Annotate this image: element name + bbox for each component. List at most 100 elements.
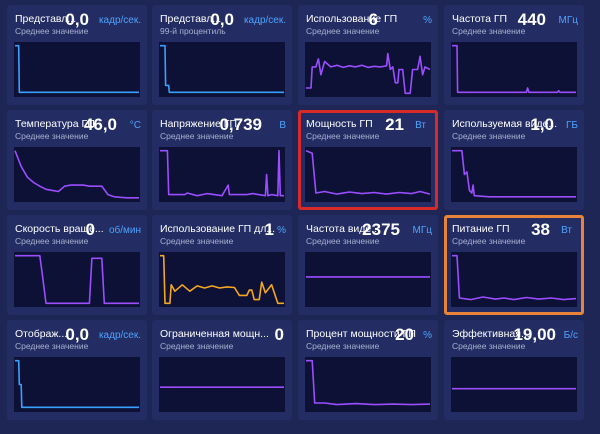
- tile-power-pct[interactable]: Процент мощности ГП Среднее значение 20%: [298, 320, 438, 420]
- tile-chart: [159, 147, 285, 202]
- sparkline-fps-99: [160, 44, 284, 94]
- sparkline-gpu-usage: [306, 52, 431, 95]
- tile-value: 0: [85, 220, 95, 239]
- tile-chart: [451, 147, 577, 202]
- tile-gpu-freq[interactable]: Частота ГП Среднее значение 440 МГц: [444, 5, 584, 105]
- tile-chart: [14, 42, 140, 97]
- tile-value: 1: [264, 220, 274, 239]
- tile-chart: [305, 252, 431, 307]
- sparkline-gpu-supply: [452, 254, 577, 301]
- tile-subtitle: Среднее значение: [306, 131, 380, 141]
- sparkline-fan-speed: [15, 254, 139, 305]
- sparkline-svg: [15, 254, 139, 305]
- tile-title: Эффективная...: [452, 328, 530, 340]
- tile-fan-speed[interactable]: Скорость враще... Среднее значение 0 об/мин: [7, 215, 147, 315]
- tile-unit: В: [279, 120, 286, 131]
- sparkline-power-pct: [306, 359, 431, 406]
- sparkline-svg: [14, 150, 139, 199]
- tile-gpu-usage-3d[interactable]: Использование ГП дл... Среднее значение 1%: [152, 215, 292, 315]
- tile-title: Скорость враще...: [15, 223, 104, 235]
- tile-title: Использование ГП: [306, 13, 398, 25]
- tile-unit: МГц: [558, 15, 578, 26]
- tile-subtitle: Среднее значение: [15, 131, 89, 141]
- tile-value: 440: [517, 10, 546, 29]
- sparkline-svg: [306, 359, 431, 406]
- tile-fps-avg[interactable]: Представл... Среднее значение 0,0 кадр/сек.: [7, 5, 147, 105]
- tile-unit: Вт: [415, 120, 426, 131]
- sparkline-svg: [160, 149, 284, 197]
- tile-value: 0,0: [65, 10, 89, 29]
- tile-chart: [159, 252, 285, 307]
- tile-unit: кадр/сек.: [243, 15, 286, 26]
- tile-subtitle: Среднее значение: [15, 26, 89, 36]
- tile-effective[interactable]: Эффективная... Среднее значение 19,00 Б/с: [444, 320, 584, 420]
- tile-subtitle: Среднее значение: [160, 341, 234, 351]
- tile-chart: [305, 42, 431, 97]
- tile-chart: [451, 252, 577, 307]
- sparkline-svg: [306, 276, 430, 278]
- tile-unit: %: [277, 225, 286, 236]
- tile-subtitle: Среднее значение: [15, 236, 89, 246]
- tile-value: 21: [385, 115, 404, 134]
- tile-unit: кадр/сек.: [98, 330, 141, 341]
- tile-gpu-voltage[interactable]: Напряжение ГП Среднее значение 0,739 В: [152, 110, 292, 210]
- sparkline-svg: [160, 386, 284, 389]
- tile-title: Ограниченная мощн...: [160, 328, 269, 340]
- tile-unit: МГц: [412, 225, 432, 236]
- tile-subtitle: Среднее значение: [15, 341, 89, 351]
- tile-chart: [451, 357, 577, 412]
- tile-unit: %: [423, 15, 432, 26]
- sparkline-gpu-usage-3d: [160, 254, 284, 305]
- tile-subtitle: Среднее значение: [306, 26, 380, 36]
- tile-vram-used[interactable]: Используемая виде... Среднее значение 1,0 Г…: [444, 110, 584, 210]
- sparkline-svg: [160, 254, 284, 305]
- tile-title: Питание ГП: [452, 223, 510, 235]
- tile-gpu-usage[interactable]: Использование ГП Среднее значение 6%: [298, 5, 438, 105]
- tile-subtitle: Среднее значение: [452, 131, 526, 141]
- sparkline-gpu-temp: [14, 150, 139, 199]
- tile-unit: ГБ: [566, 120, 578, 131]
- sparkline-gpu-power: [305, 149, 431, 195]
- sparkline-svg: [452, 44, 576, 94]
- sparkline-svg: [452, 387, 576, 390]
- tile-subtitle: Среднее значение: [306, 236, 380, 246]
- tile-chart: [451, 42, 577, 97]
- tile-value: 1,0: [530, 115, 554, 134]
- tile-unit: об/мин: [108, 225, 141, 236]
- tile-unit: %: [423, 330, 432, 341]
- tile-value: 38: [531, 220, 550, 239]
- sparkline-svg: [305, 149, 431, 195]
- sparkline-svg: [452, 149, 576, 198]
- tile-title: Мощность ГП: [306, 118, 373, 130]
- tile-chart: [14, 357, 140, 412]
- tile-fps-99[interactable]: Представл... 99-й процентиль 0,0 кадр/сек.: [152, 5, 292, 105]
- tile-title: Используемая виде...: [452, 118, 558, 130]
- tile-title: Процент мощности ГП: [306, 328, 416, 340]
- sparkline-svg: [15, 359, 139, 409]
- tile-gpu-supply[interactable]: Питание ГП Среднее значение 38 Вт: [444, 215, 584, 315]
- tile-title: Частота ГП: [452, 13, 508, 25]
- tile-value: 0: [274, 325, 284, 344]
- tile-subtitle: Среднее значение: [160, 236, 234, 246]
- tile-title: Отображ...: [15, 328, 68, 340]
- tile-subtitle: Среднее значение: [306, 341, 380, 351]
- tile-subtitle: 99-й процентиль: [160, 26, 226, 36]
- tile-subtitle: Среднее значение: [452, 236, 526, 246]
- tile-value: 0,0: [65, 325, 89, 344]
- tile-subtitle: Среднее значение: [452, 341, 526, 351]
- tile-display[interactable]: Отображ... Среднее значение 0,0 кадр/сек.: [7, 320, 147, 420]
- tile-power-limit[interactable]: Ограниченная мощн... Среднее значение 0: [152, 320, 292, 420]
- tile-unit: кадр/сек.: [98, 15, 141, 26]
- sparkline-gpu-freq: [452, 44, 576, 94]
- sparkline-svg: [15, 44, 139, 94]
- tile-value: 2375: [362, 220, 400, 239]
- tile-chart: [305, 357, 431, 412]
- tile-gpu-temp[interactable]: Температура ГП Среднее значение 46,0 °C: [7, 110, 147, 210]
- tile-gpu-power[interactable]: Мощность ГП Среднее значение 21 Вт: [298, 110, 438, 210]
- tile-value: 20: [395, 325, 414, 344]
- tile-title: Использование ГП дл...: [160, 223, 276, 235]
- tile-value: 19,00: [513, 325, 556, 344]
- tile-chart: [14, 147, 140, 202]
- tile-title: Представл...: [160, 13, 222, 25]
- tile-video-freq[interactable]: Частота виде... Среднее значение 2375 МГц: [298, 215, 438, 315]
